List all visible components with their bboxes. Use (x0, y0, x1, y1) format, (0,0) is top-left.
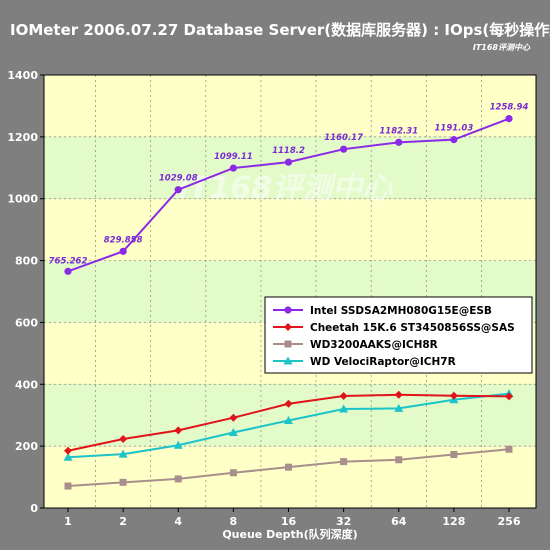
data-point (118, 449, 128, 458)
data-label: 1099.11 (214, 152, 253, 162)
data-point (339, 404, 349, 413)
data-point (64, 446, 72, 455)
data-label: 1258.94 (490, 103, 529, 113)
data-point (174, 426, 183, 435)
y-tick-label: 800 (15, 255, 38, 268)
legend-label: WD3200AAKS@ICH8R (310, 339, 438, 351)
data-label: 765.262 (49, 256, 88, 266)
y-tick-label: 600 (15, 316, 38, 329)
data-point (228, 428, 238, 437)
legend-swatch-marker (283, 356, 293, 365)
plot-border (43, 74, 537, 509)
data-point (394, 403, 404, 412)
data-label: 1029.08 (159, 174, 198, 184)
data-point (63, 452, 73, 461)
data-point (339, 392, 348, 401)
data-point (505, 445, 513, 453)
x-axis-label: Queue Depth(队列深度) (222, 527, 357, 541)
plot-band (44, 384, 536, 447)
data-point (284, 415, 293, 424)
x-tick-label: 16 (281, 515, 297, 528)
x-tick-label: 128 (442, 515, 465, 528)
y-tick-label: 1200 (7, 131, 38, 144)
data-point (174, 475, 182, 483)
data-point (395, 456, 403, 464)
y-tick-label: 1000 (7, 193, 38, 206)
y-tick-label: 200 (15, 440, 38, 453)
plot-band (44, 136, 536, 199)
data-point (340, 458, 348, 466)
data-point (284, 158, 293, 166)
data-point (229, 413, 238, 422)
y-tick-label: 400 (15, 378, 38, 391)
y-tick-label: 1400 (7, 69, 38, 82)
x-tick-label: 4 (174, 515, 182, 528)
data-point (64, 267, 72, 275)
x-tick-label: 2 (119, 515, 127, 528)
corner-watermark: IT168评测中心 (473, 43, 531, 52)
data-point (229, 469, 237, 477)
data-point (450, 136, 458, 144)
y-tick-label: 0 (30, 502, 38, 515)
legend-label: Intel SSDSA2MH080G15E@ESB (310, 305, 492, 317)
data-point (119, 478, 127, 486)
data-point (505, 115, 513, 123)
data-point (449, 391, 458, 400)
data-point (394, 390, 403, 399)
legend-label: Cheetah 15K.6 ST3450856SS@SAS (310, 322, 515, 334)
data-point (505, 392, 513, 401)
data-point (395, 138, 403, 146)
data-point (284, 399, 293, 408)
data-label: 829.858 (104, 235, 143, 245)
legend-box (264, 296, 533, 374)
data-label: 1118.2 (272, 146, 305, 156)
plot-band (44, 198, 536, 261)
x-tick-label: 64 (391, 515, 407, 528)
data-point (173, 440, 183, 449)
x-tick-label: 8 (230, 515, 238, 528)
data-point (450, 450, 458, 458)
x-tick-label: 1 (64, 515, 72, 528)
data-point (119, 247, 127, 255)
x-tick-label: 32 (336, 515, 351, 528)
legend-label: WD VelociRaptor@ICH7R (310, 356, 456, 368)
data-point (285, 463, 292, 471)
plot-band (44, 75, 536, 137)
data-point (229, 164, 237, 172)
data-point (340, 145, 348, 153)
data-point (119, 435, 128, 444)
legend-swatch-marker (284, 340, 292, 348)
legend-swatch-marker (284, 306, 292, 314)
chart-title: IOMeter 2006.07.27 Database Server(数据库服务… (10, 21, 550, 39)
data-label: 1182.31 (379, 126, 418, 136)
legend-swatch-marker (284, 323, 292, 331)
data-label: 1191.03 (435, 124, 474, 134)
data-point (64, 482, 72, 490)
data-point (174, 186, 182, 194)
data-label: 1160.17 (324, 133, 363, 143)
x-tick-label: 256 (498, 515, 521, 528)
